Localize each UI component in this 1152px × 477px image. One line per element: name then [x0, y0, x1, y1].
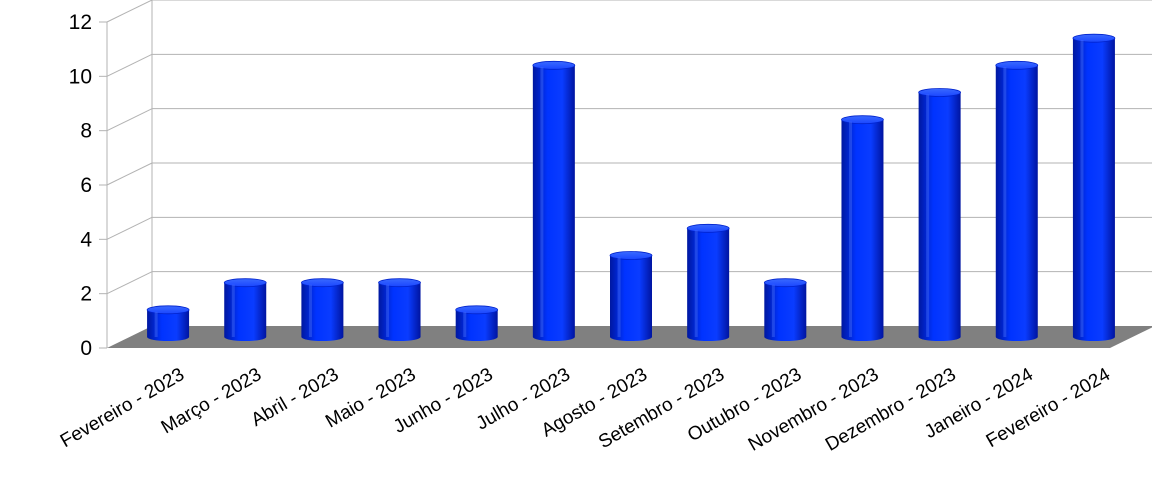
- bar: [995, 60, 1039, 341]
- bar-highlight: [771, 284, 775, 337]
- bar: [146, 305, 190, 341]
- gridline-side: [106, 108, 153, 132]
- bar: [378, 278, 421, 341]
- bar: [1072, 33, 1116, 342]
- bar-body: [224, 282, 267, 341]
- bar-cap: [532, 60, 576, 70]
- y-tick-label: 2: [80, 283, 92, 306]
- bar-cap: [918, 88, 962, 97]
- bar-highlight: [1080, 40, 1084, 338]
- y-tick-label: 6: [80, 174, 92, 197]
- bar-cap: [763, 278, 807, 288]
- x-tick-label: Novembro - 2023: [745, 364, 883, 456]
- bar-body: [147, 309, 190, 341]
- bar-cap: [146, 305, 190, 315]
- bar-body: [378, 282, 421, 341]
- bar-highlight: [1003, 67, 1007, 337]
- bar-body: [532, 65, 575, 341]
- bar-highlight: [386, 284, 390, 337]
- x-tick-label: Fevereiro - 2023: [57, 364, 188, 452]
- bar-highlight: [617, 257, 621, 337]
- bar-highlight: [463, 311, 467, 337]
- bar-cap: [686, 223, 730, 233]
- bar-body: [687, 228, 730, 341]
- gridline-side: [106, 271, 153, 295]
- bar-cap: [455, 305, 499, 315]
- bar: [841, 115, 884, 342]
- bar: [763, 278, 807, 341]
- bar-highlight: [694, 230, 698, 337]
- bar-cap: [300, 278, 344, 288]
- bar-cap: [995, 60, 1039, 70]
- bar-series: [146, 33, 1116, 342]
- bar-body: [841, 119, 884, 342]
- bar: [686, 223, 730, 341]
- bar: [300, 278, 344, 341]
- y-axis-ticks: 0 2 4 6 8 10 12: [69, 11, 107, 360]
- gridline-side: [106, 53, 153, 77]
- bar-body: [1072, 38, 1115, 342]
- bar-highlight: [926, 94, 930, 337]
- bar-cap: [223, 278, 267, 288]
- y-tick-label: 8: [80, 120, 92, 143]
- bar: [609, 251, 653, 341]
- bar-body: [995, 65, 1038, 341]
- bar: [532, 60, 576, 341]
- y-tick-label: 4: [80, 228, 92, 251]
- y-tick-label: 0: [80, 337, 92, 360]
- y-tick-label: 10: [69, 65, 92, 88]
- bar: [918, 88, 962, 341]
- bar-highlight: [308, 284, 312, 337]
- bar-body: [455, 309, 498, 341]
- bar-highlight: [154, 311, 158, 337]
- x-tick-label: Dezembro - 2023: [822, 364, 960, 456]
- bar-cap: [378, 278, 421, 288]
- bar-body: [918, 92, 961, 341]
- bar: [455, 305, 499, 341]
- gridline-side: [106, 162, 153, 186]
- gridline-side: [106, 216, 153, 240]
- y-tick-label: 12: [69, 11, 92, 34]
- bar-cap: [609, 251, 653, 260]
- bar-cap: [1072, 33, 1116, 43]
- bar-cap: [841, 115, 884, 125]
- bar: [223, 278, 267, 341]
- bar-highlight: [231, 284, 235, 337]
- bar-highlight: [540, 67, 544, 337]
- bar-highlight: [849, 121, 853, 338]
- x-tick-label: Setembro - 2023: [595, 364, 728, 453]
- gridline-side: [106, 0, 153, 23]
- bar-body: [610, 255, 652, 341]
- bar-body: [764, 282, 807, 341]
- gridlines: [106, 0, 1152, 295]
- bar-body: [301, 282, 344, 341]
